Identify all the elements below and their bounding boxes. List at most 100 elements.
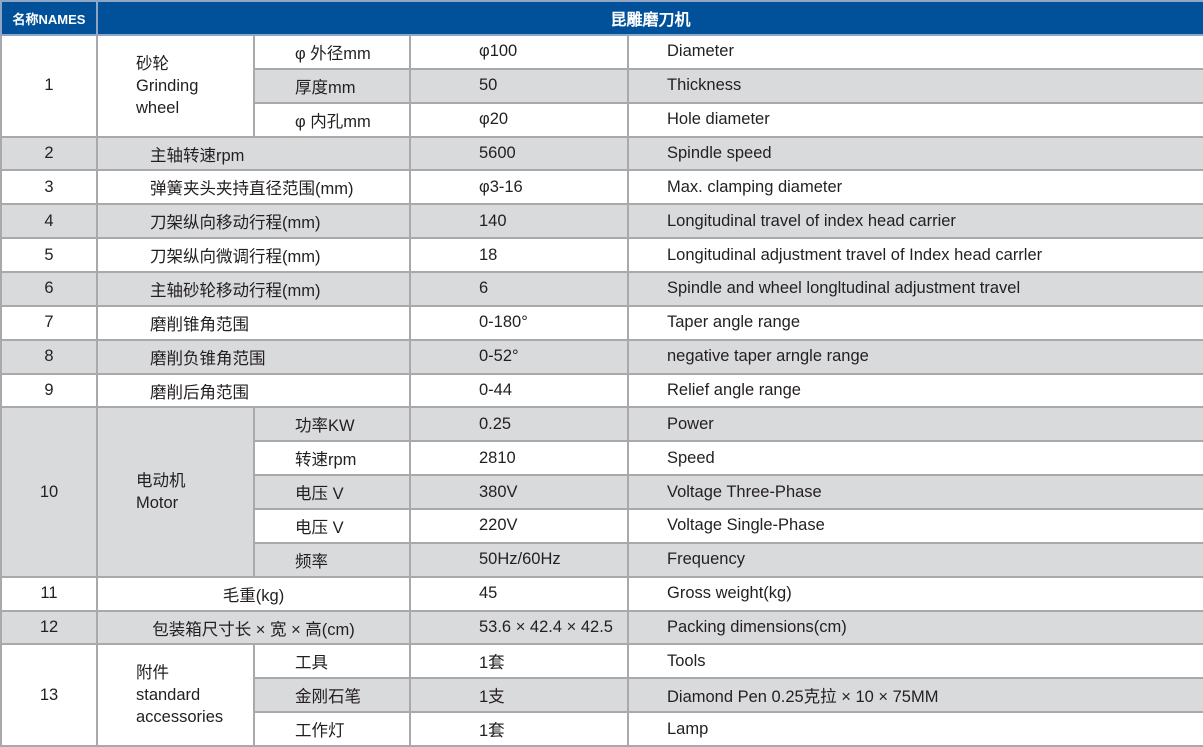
param-value: 220V bbox=[409, 508, 629, 544]
header-row: 名称NAMES 昆雕磨刀机 bbox=[0, 0, 1203, 36]
param-value: φ100 bbox=[409, 34, 629, 70]
table-row: 10 电动机 Motor 功率KW 0.25 Power bbox=[0, 406, 1203, 578]
param-label: 电压 V bbox=[253, 474, 411, 511]
group-name: 电动机 Motor bbox=[96, 406, 255, 578]
param-label: 毛重(kg) bbox=[96, 575, 411, 612]
table-row: 6 主轴砂轮移动行程(mm) 6 Spindle and wheel longltud… bbox=[0, 271, 1203, 307]
group-name: 砂轮 Grinding wheel bbox=[96, 34, 255, 138]
row-number: 6 bbox=[0, 271, 98, 307]
param-label: 包装箱尺寸长 × 宽 × 高(cm) bbox=[96, 609, 411, 646]
table-row: 8 磨削负锥角范围 0-52° negative taper arngle range bbox=[0, 338, 1203, 375]
param-label: 功率KW bbox=[253, 406, 411, 443]
param-description: Diameter bbox=[626, 34, 1203, 70]
row-number: 3 bbox=[0, 169, 98, 206]
param-value: 1套 bbox=[409, 643, 629, 680]
table-row: 11 毛重(kg) 45 Gross weight(kg) bbox=[0, 575, 1203, 612]
param-label: φ 内孔mm bbox=[253, 101, 411, 138]
group-name: 附件 standard accessories bbox=[96, 643, 255, 747]
param-value: 0-52° bbox=[409, 338, 629, 375]
table-row: 5 刀架纵向微调行程(mm) 18 Longitudinal adjustment t… bbox=[0, 237, 1203, 274]
table-row: 频率 50Hz/60Hz Frequency bbox=[1, 541, 1203, 578]
table-row: 金刚石笔 1支 Diamond Pen 0.25克拉 × 10 × 75MM bbox=[1, 677, 1203, 714]
param-description: Max. clamping diameter bbox=[626, 169, 1203, 206]
table-row: 2 主轴转速rpm 5600 Spindle speed bbox=[0, 135, 1203, 172]
group-name-cn: 砂轮 bbox=[136, 54, 169, 73]
param-label: 刀架纵向微调行程(mm) bbox=[96, 237, 411, 274]
group-name-en: Grinding wheel bbox=[136, 76, 199, 117]
row-number: 2 bbox=[0, 135, 98, 172]
table-row: 12 包装箱尺寸长 × 宽 × 高(cm) 53.6 × 42.4 × 42.5 Pa… bbox=[0, 609, 1203, 646]
table-row: 4 刀架纵向移动行程(mm) 140 Longitudinal travel of i… bbox=[0, 203, 1203, 240]
param-label: 金刚石笔 bbox=[253, 677, 411, 714]
param-value: 45 bbox=[409, 575, 629, 612]
param-value: 380V bbox=[409, 474, 629, 511]
param-value: 6 bbox=[409, 271, 629, 307]
param-description: Tools bbox=[626, 643, 1203, 680]
param-label: 厚度mm bbox=[253, 67, 411, 104]
row-number: 13 bbox=[0, 643, 98, 747]
param-value: 53.6 × 42.4 × 42.5 bbox=[409, 609, 629, 646]
row-number: 7 bbox=[0, 304, 98, 341]
param-description: Gross weight(kg) bbox=[626, 575, 1203, 612]
param-description: Thickness bbox=[626, 67, 1203, 104]
param-value: 5600 bbox=[409, 135, 629, 172]
param-description: Speed bbox=[626, 440, 1203, 477]
param-description: Diamond Pen 0.25克拉 × 10 × 75MM bbox=[626, 677, 1203, 714]
row-number: 10 bbox=[0, 406, 98, 578]
row-number: 4 bbox=[0, 203, 98, 240]
param-label: 刀架纵向移动行程(mm) bbox=[96, 203, 411, 240]
table-title: 昆雕磨刀机 bbox=[95, 0, 1203, 36]
param-description: Voltage Three-Phase bbox=[626, 474, 1203, 511]
table-row: 厚度mm 50 Thickness bbox=[1, 67, 1203, 104]
param-label: 主轴转速rpm bbox=[96, 135, 411, 172]
table-row: 13 附件 standard accessories 工具 1套 Tools bbox=[0, 643, 1203, 747]
param-value: 0-44 bbox=[409, 372, 629, 409]
param-description: Spindle speed bbox=[626, 135, 1203, 172]
param-description: Relief angle range bbox=[626, 372, 1203, 409]
group-name-cn: 电动机 bbox=[136, 472, 186, 491]
param-description: Lamp bbox=[626, 711, 1203, 747]
row-number: 11 bbox=[0, 575, 98, 612]
param-description: Voltage Single-Phase bbox=[626, 508, 1203, 544]
param-value: 2810 bbox=[409, 440, 629, 477]
param-description: Spindle and wheel longltudinal adjustmen… bbox=[626, 271, 1203, 307]
param-label: 转速rpm bbox=[253, 440, 411, 477]
param-label: 电压 V bbox=[253, 508, 411, 544]
param-description: Packing dimensions(cm) bbox=[626, 609, 1203, 646]
param-description: Longitudinal travel of index head carrie… bbox=[626, 203, 1203, 240]
table-row: φ 内孔mm φ20 Hole diameter bbox=[1, 101, 1203, 138]
param-value: 1支 bbox=[409, 677, 629, 714]
param-value: 50Hz/60Hz bbox=[409, 541, 629, 578]
param-value: 50 bbox=[409, 67, 629, 104]
param-value: 1套 bbox=[409, 711, 629, 747]
param-label: 磨削后角范围 bbox=[96, 372, 411, 409]
table-row: 工作灯 1套 Lamp bbox=[1, 711, 1203, 747]
param-label: 工作灯 bbox=[253, 711, 411, 747]
group-name-en: Motor bbox=[136, 494, 179, 513]
table-row: 9 磨削后角范围 0-44 Relief angle range bbox=[0, 372, 1203, 409]
table-row: 7 磨削锥角范围 0-180° Taper angle range bbox=[0, 304, 1203, 341]
group-name-cn: 附件 bbox=[136, 664, 169, 683]
group-name-en: standard accessories bbox=[136, 686, 224, 727]
param-label: φ 外径mm bbox=[253, 34, 411, 70]
param-description: Hole diameter bbox=[626, 101, 1203, 138]
param-description: Power bbox=[626, 406, 1203, 443]
param-value: 140 bbox=[409, 203, 629, 240]
param-label: 磨削锥角范围 bbox=[96, 304, 411, 341]
table-row: 电压 V 380V Voltage Three-Phase bbox=[1, 474, 1203, 511]
param-value: 0.25 bbox=[409, 406, 629, 443]
param-description: negative taper arngle range bbox=[626, 338, 1203, 375]
table-row: 1 砂轮 Grinding wheel φ 外径mm φ100 Diameter bbox=[0, 34, 1203, 138]
param-value: φ3-16 bbox=[409, 169, 629, 206]
param-description: Taper angle range bbox=[626, 304, 1203, 341]
row-number: 9 bbox=[0, 372, 98, 409]
row-number: 1 bbox=[0, 34, 98, 138]
table-row: 转速rpm 2810 Speed bbox=[1, 440, 1203, 477]
param-label: 工具 bbox=[253, 643, 411, 680]
table-row: 3 弹簧夹头夹持直径范围(mm) φ3-16 Max. clamping diamet… bbox=[0, 169, 1203, 206]
param-description: Longitudinal adjustment travel of Index … bbox=[626, 237, 1203, 274]
param-description: Frequency bbox=[626, 541, 1203, 578]
row-number: 8 bbox=[0, 338, 98, 375]
table-row: 电压 V 220V Voltage Single-Phase bbox=[1, 508, 1203, 544]
param-value: φ20 bbox=[409, 101, 629, 138]
